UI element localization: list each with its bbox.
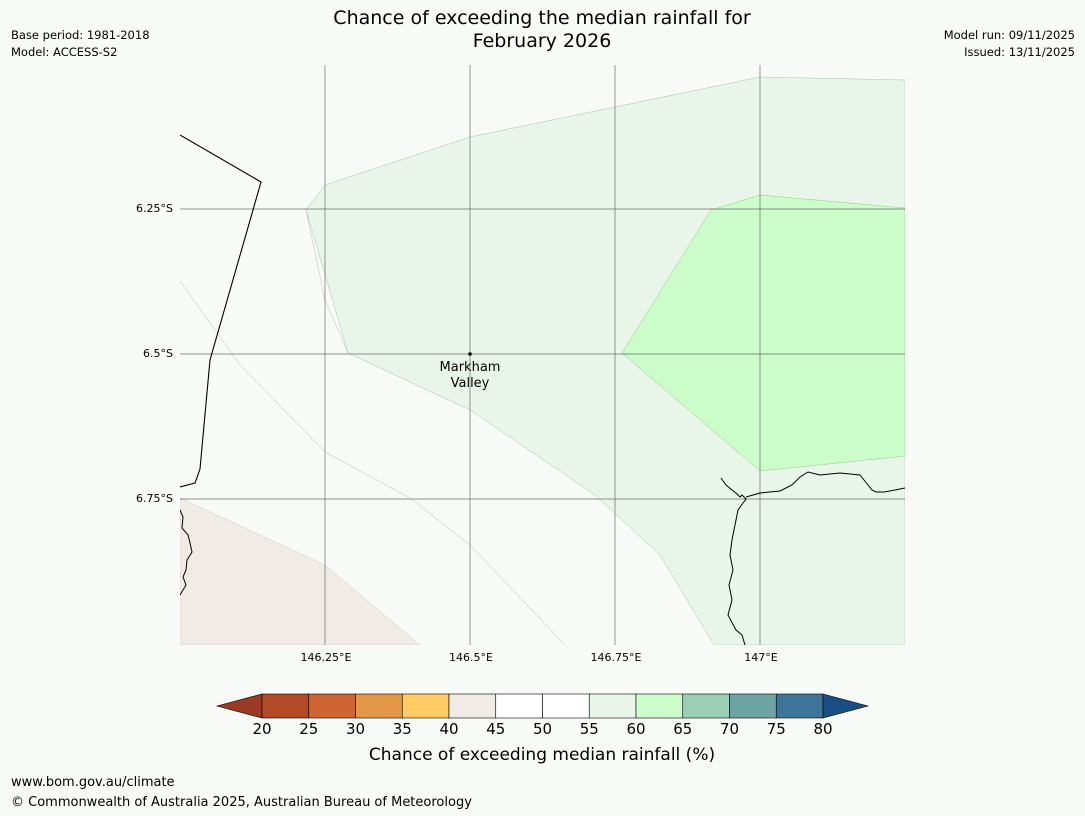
place-name-line-1: Markham — [439, 360, 501, 375]
colorbar-bin-35-40 — [401, 693, 450, 719]
colorbar-bin-65-70 — [682, 693, 730, 719]
colorbar-bin-50-55 — [542, 693, 590, 719]
markham-valley-marker — [468, 352, 472, 356]
lon-label-147: 147°E — [744, 651, 778, 664]
lat-label-6-25: 6.25°S — [136, 202, 173, 215]
bom-url: www.bom.gov.au/climate — [11, 775, 175, 790]
copyright-notice: © Commonwealth of Australia 2025, Austra… — [11, 795, 472, 810]
contour-line — [180, 280, 566, 645]
colorbar-tick-label: 30 — [345, 720, 366, 738]
model-info: Base period: 1981-2018 Model: ACCESS-S2 — [11, 27, 150, 61]
issued-date: Issued: 13/11/2025 — [964, 45, 1075, 59]
map-title: Chance of exceeding the median rainfall … — [242, 7, 842, 53]
coastline-river — [745, 471, 905, 498]
model-name: Model: ACCESS-S2 — [11, 45, 118, 59]
title-line-1: Chance of exceeding the median rainfall … — [333, 7, 751, 29]
colorbar-tick-label: 80 — [813, 720, 833, 738]
lat-label-6-75: 6.75°S — [136, 492, 173, 505]
colorbar-bin-20-25 — [261, 693, 310, 719]
colorbar-tick-label: 25 — [299, 720, 319, 738]
colorbar-bin-45-50 — [495, 693, 543, 719]
colorbar-tick-label: 70 — [719, 720, 740, 738]
lon-label-146-75: 146.75°E — [590, 651, 642, 664]
base-period: Base period: 1981-2018 — [11, 28, 150, 42]
run-info: Model run: 09/11/2025 Issued: 13/11/2025 — [944, 27, 1075, 61]
colorbar-bin-30-35 — [355, 693, 403, 719]
colorbar-tick-label: 55 — [579, 720, 599, 738]
colorbar-tick-label: 40 — [439, 720, 459, 738]
colorbar-over-arrow — [822, 693, 870, 719]
colorbar-tick-label: 35 — [392, 720, 412, 738]
title-line-2: February 2026 — [472, 30, 612, 52]
colorbar-bin-40-45 — [448, 693, 497, 719]
colorbar-tick-label: 20 — [252, 720, 272, 738]
coastline-west — [180, 509, 193, 596]
colorbar-bin-25-30 — [308, 693, 356, 719]
colorbar-label: Chance of exceeding median rainfall (%) — [368, 745, 716, 765]
colorbar-tick-label: 75 — [766, 720, 786, 738]
colorbar-under-arrow — [215, 693, 263, 719]
colorbar-tick-label: 60 — [626, 720, 646, 738]
colorbar-bin-60-65 — [635, 693, 684, 719]
boundary-line — [180, 134, 262, 488]
colorbar-bin-75-80 — [775, 693, 824, 719]
colorbar-tick-label: 50 — [532, 720, 553, 738]
colorbar-tick-label: 65 — [673, 720, 693, 738]
colorbar — [215, 693, 870, 719]
place-name-line-2: Valley — [450, 376, 490, 391]
lon-label-146-25: 146.25°E — [300, 651, 352, 664]
forecast-map — [180, 65, 905, 645]
lon-label-146-5: 146.5°E — [449, 651, 493, 664]
region-40-45-percent — [180, 497, 421, 645]
colorbar-bin-55-60 — [588, 693, 637, 719]
coastline-east — [720, 477, 747, 645]
model-run-date: Model run: 09/11/2025 — [943, 28, 1075, 42]
colorbar-tick-label: 45 — [486, 720, 506, 738]
markham-valley-label: Markham Valley — [420, 360, 520, 392]
colorbar-bin-70-75 — [729, 693, 777, 719]
lat-label-6-5: 6.5°S — [143, 347, 173, 360]
